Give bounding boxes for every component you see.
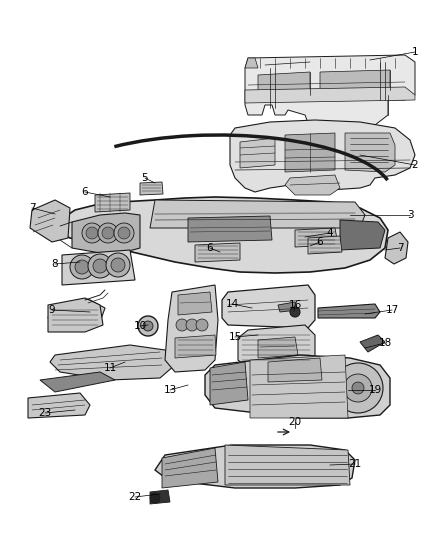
Polygon shape xyxy=(245,55,415,128)
Text: 10: 10 xyxy=(134,321,147,331)
Polygon shape xyxy=(150,200,365,228)
Polygon shape xyxy=(245,58,258,68)
Text: 9: 9 xyxy=(49,305,55,315)
Polygon shape xyxy=(258,72,310,95)
Polygon shape xyxy=(295,228,338,247)
Polygon shape xyxy=(195,243,240,262)
Circle shape xyxy=(114,223,134,243)
Circle shape xyxy=(344,374,372,402)
Polygon shape xyxy=(50,345,175,380)
Polygon shape xyxy=(150,490,170,504)
Polygon shape xyxy=(188,216,272,242)
Circle shape xyxy=(111,258,125,272)
Polygon shape xyxy=(155,445,355,488)
Polygon shape xyxy=(72,213,140,253)
Polygon shape xyxy=(48,300,105,325)
Polygon shape xyxy=(245,87,415,103)
Text: 7: 7 xyxy=(397,243,403,253)
Circle shape xyxy=(143,321,153,331)
Circle shape xyxy=(98,223,118,243)
Text: 13: 13 xyxy=(163,385,177,395)
Polygon shape xyxy=(268,358,322,382)
Circle shape xyxy=(75,260,89,274)
Text: 6: 6 xyxy=(82,187,88,197)
Text: 14: 14 xyxy=(226,299,239,309)
Circle shape xyxy=(106,253,130,277)
Polygon shape xyxy=(230,120,415,192)
Text: 19: 19 xyxy=(368,385,381,395)
Polygon shape xyxy=(222,285,315,328)
Polygon shape xyxy=(285,133,335,172)
Polygon shape xyxy=(48,298,103,332)
Polygon shape xyxy=(30,200,70,242)
Text: 5: 5 xyxy=(141,173,148,183)
Polygon shape xyxy=(210,362,248,405)
Circle shape xyxy=(70,255,94,279)
Polygon shape xyxy=(95,193,130,212)
Circle shape xyxy=(118,227,130,239)
Polygon shape xyxy=(162,448,218,488)
Circle shape xyxy=(352,382,364,394)
Text: 6: 6 xyxy=(317,237,323,247)
Polygon shape xyxy=(250,355,348,418)
Bar xyxy=(55,308,97,320)
Text: 15: 15 xyxy=(228,332,242,342)
Text: 7: 7 xyxy=(28,203,35,213)
Polygon shape xyxy=(308,236,342,254)
Circle shape xyxy=(176,319,188,331)
Text: 6: 6 xyxy=(207,243,213,253)
Polygon shape xyxy=(58,197,388,273)
Circle shape xyxy=(86,227,98,239)
Circle shape xyxy=(333,363,383,413)
Circle shape xyxy=(290,307,300,317)
Polygon shape xyxy=(318,304,380,318)
Text: 2: 2 xyxy=(412,160,418,170)
Text: 20: 20 xyxy=(289,417,301,427)
Circle shape xyxy=(102,227,114,239)
Circle shape xyxy=(82,223,102,243)
Polygon shape xyxy=(285,175,340,195)
Circle shape xyxy=(138,316,158,336)
Polygon shape xyxy=(205,355,390,418)
Text: 18: 18 xyxy=(378,338,392,348)
Text: 8: 8 xyxy=(52,259,58,269)
Polygon shape xyxy=(320,70,390,92)
Text: 21: 21 xyxy=(348,459,362,469)
Polygon shape xyxy=(385,232,408,264)
Polygon shape xyxy=(40,372,115,392)
Polygon shape xyxy=(165,285,218,372)
Text: 23: 23 xyxy=(39,408,52,418)
Polygon shape xyxy=(28,393,90,418)
Polygon shape xyxy=(258,337,298,358)
Text: 4: 4 xyxy=(327,228,333,238)
Polygon shape xyxy=(225,445,350,485)
Text: 17: 17 xyxy=(385,305,399,315)
Text: 16: 16 xyxy=(288,300,302,310)
Polygon shape xyxy=(62,250,135,285)
Circle shape xyxy=(196,319,208,331)
Circle shape xyxy=(88,254,112,278)
Polygon shape xyxy=(340,220,385,250)
Text: 11: 11 xyxy=(103,363,117,373)
Text: 22: 22 xyxy=(128,492,141,502)
Polygon shape xyxy=(345,133,395,172)
Polygon shape xyxy=(238,325,315,368)
Polygon shape xyxy=(278,302,298,312)
Polygon shape xyxy=(175,335,216,358)
Polygon shape xyxy=(240,138,275,168)
Text: 1: 1 xyxy=(412,47,418,57)
Circle shape xyxy=(186,319,198,331)
Polygon shape xyxy=(140,182,163,195)
Polygon shape xyxy=(178,292,212,315)
Polygon shape xyxy=(360,335,385,352)
Circle shape xyxy=(150,493,160,503)
Circle shape xyxy=(93,259,107,273)
Text: 3: 3 xyxy=(407,210,413,220)
